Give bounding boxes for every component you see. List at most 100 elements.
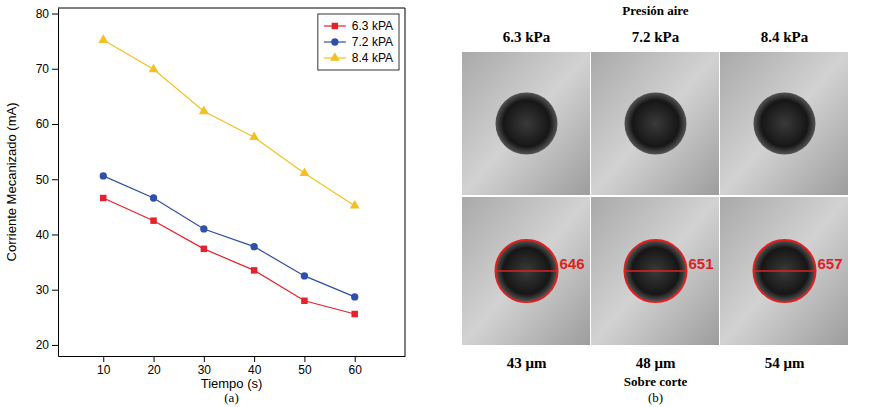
tick-mark — [52, 69, 58, 70]
measurement: 651 — [689, 255, 714, 272]
tick-label: 40 — [36, 228, 50, 242]
measurement: 657 — [818, 255, 843, 272]
photo — [591, 52, 719, 195]
marker — [100, 172, 107, 179]
measure-line — [496, 270, 558, 272]
tick-label: 70 — [36, 62, 50, 76]
marker — [100, 195, 106, 201]
measure-circle — [754, 240, 816, 302]
tick-mark — [154, 356, 155, 362]
hole — [625, 93, 687, 155]
overcut: 48 μm — [636, 355, 676, 371]
tick: 60 — [36, 117, 58, 131]
tick-mark — [52, 124, 58, 125]
tick-mark — [52, 179, 58, 180]
measure-circle — [496, 240, 558, 302]
tick: 30 — [36, 283, 58, 297]
tick-label: 30 — [198, 363, 212, 377]
marker — [301, 298, 307, 304]
measure-line — [625, 270, 687, 272]
tick: 20 — [36, 338, 58, 352]
measure-line — [754, 270, 816, 272]
column-head: 6.3 kPa — [503, 29, 551, 45]
hole — [496, 93, 558, 155]
legend-label: 6.3 kPA — [352, 19, 393, 33]
marker — [149, 64, 159, 73]
tick: 70 — [36, 62, 58, 76]
column-head: 7.2 kPa — [632, 29, 680, 45]
marker — [201, 246, 207, 252]
tick-label: 80 — [36, 7, 50, 21]
marker — [350, 200, 360, 209]
tick-label: 50 — [298, 363, 312, 377]
tick-label: 50 — [36, 173, 50, 187]
series-line — [103, 40, 354, 206]
tick-mark — [52, 14, 58, 15]
marker — [150, 217, 156, 223]
tick: 20 — [147, 356, 161, 377]
hole — [754, 93, 816, 155]
tick: 40 — [248, 356, 262, 377]
photo — [462, 52, 590, 195]
photo — [720, 197, 848, 345]
overcut: 43 μm — [507, 355, 547, 371]
marker — [98, 34, 108, 43]
tick-label: 20 — [36, 338, 50, 352]
legend-item: 7.2 kPA — [324, 35, 393, 49]
marker — [150, 194, 157, 201]
overcut: 54 μm — [765, 355, 805, 371]
tick: 60 — [349, 356, 363, 377]
photo — [462, 197, 590, 345]
tick-mark — [103, 356, 104, 362]
marker — [199, 106, 209, 115]
panel-label: (b) — [648, 390, 663, 405]
y-axis-title: Corriente Mecanizado (mA) — [4, 103, 19, 262]
marker — [250, 243, 257, 250]
x-axis: 10 20 30 40 50 60 — [59, 356, 406, 377]
legend-marker — [330, 52, 340, 61]
panel-footer: Sobre corte — [624, 374, 688, 389]
tick-mark — [254, 356, 255, 362]
photo — [591, 197, 719, 345]
photo — [720, 52, 848, 195]
marker — [299, 167, 309, 176]
x-axis-title: Tiempo (s) — [201, 376, 263, 391]
hole — [754, 240, 816, 302]
legend-item: 8.4 kPA — [324, 51, 393, 65]
column-head: 8.4 kPa — [761, 29, 809, 45]
tick: 50 — [36, 173, 58, 187]
tick-mark — [304, 356, 305, 362]
marker — [251, 267, 257, 273]
tick: 10 — [97, 356, 111, 377]
marker — [200, 225, 207, 232]
legend-label: 7.2 kPA — [352, 35, 393, 49]
tick-label: 60 — [349, 363, 363, 377]
tick-label: 40 — [248, 363, 262, 377]
legend: 6.3 kPA 7.2 kPA 8.4 kPA — [318, 14, 399, 70]
plot-marks — [98, 34, 359, 317]
tick-label: 60 — [36, 117, 50, 131]
plot-frame — [58, 8, 405, 356]
axis-line — [58, 9, 59, 357]
tick: 50 — [298, 356, 312, 377]
y-axis: 20 30 40 50 60 70 80 — [36, 7, 59, 357]
axis-line — [59, 356, 406, 357]
tick-label: 10 — [97, 363, 111, 377]
tick: 40 — [36, 228, 58, 242]
hole — [496, 240, 558, 302]
tick-mark — [52, 234, 58, 235]
marker — [249, 132, 259, 141]
tick-mark — [204, 356, 205, 362]
series-line — [103, 176, 354, 297]
panel-title: Presión aire — [622, 3, 689, 18]
hole — [625, 240, 687, 302]
panel-label: (a) — [224, 390, 238, 405]
legend-item: 6.3 kPA — [324, 19, 393, 33]
measurement: 646 — [560, 255, 585, 272]
tick: 80 — [36, 7, 58, 21]
tick-label: 20 — [147, 363, 161, 377]
tick-mark — [52, 345, 58, 346]
measure-circle — [625, 240, 687, 302]
chart-a: 10 20 30 40 50 60 20 30 40 50 60 70 80 Tiempo (s) Corr… — [4, 7, 406, 391]
tick-mark — [52, 290, 58, 291]
